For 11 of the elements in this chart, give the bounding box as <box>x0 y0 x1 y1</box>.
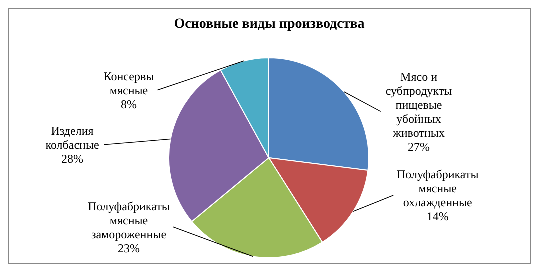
data-label: 23% <box>118 241 140 256</box>
data-label: 27% <box>408 140 430 154</box>
data-label: 28% <box>62 152 84 166</box>
chart-title: Основные виды производства <box>173 17 366 33</box>
data-label: 14% <box>426 210 449 224</box>
slice-label: Полуфабрикаты мясные замороженные <box>88 199 170 242</box>
slice-label: Полуфабрикаты мясные охлажденные <box>396 168 479 210</box>
data-label: 8% <box>121 97 137 112</box>
slice-label: Мясо и субпродукты пищевые убойных животных <box>386 70 452 140</box>
slice-label: Консервы мясные <box>104 69 154 98</box>
slice-label: Изделия колбасные <box>46 124 100 152</box>
